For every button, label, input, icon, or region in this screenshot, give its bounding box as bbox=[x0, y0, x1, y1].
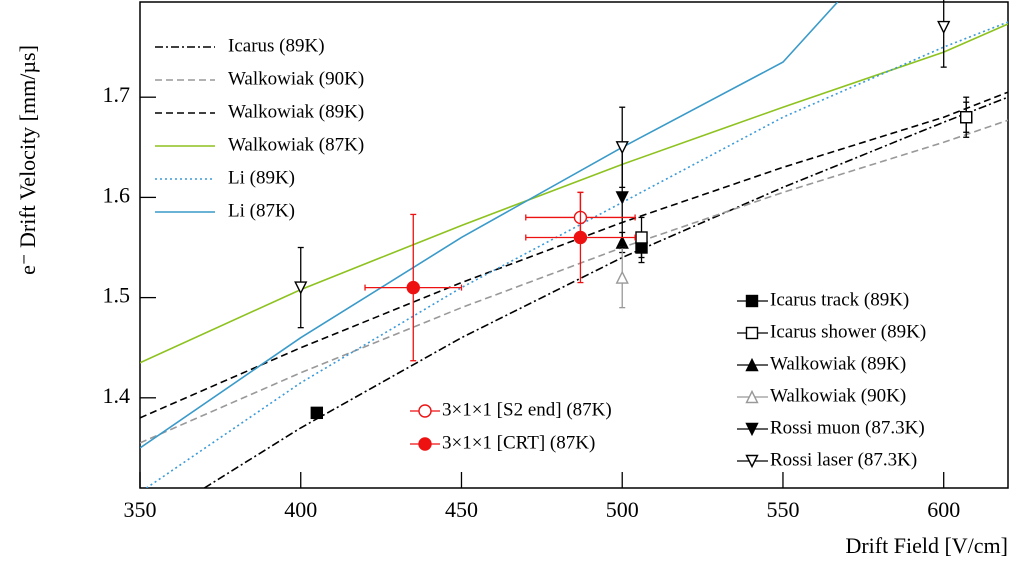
legend-label: Li (89K) bbox=[228, 167, 295, 188]
marker bbox=[745, 454, 759, 469]
curve bbox=[203, 96, 1008, 488]
legend-label: Walkowiak (89K) bbox=[228, 101, 364, 122]
x-tick-label: 350 bbox=[124, 497, 157, 522]
marker bbox=[745, 422, 759, 437]
marker bbox=[294, 281, 308, 295]
y-tick-label: 1.6 bbox=[103, 182, 131, 207]
legend-label: Walkowiak (87K) bbox=[228, 134, 364, 155]
marker bbox=[310, 406, 324, 420]
marker bbox=[406, 280, 420, 295]
marker bbox=[960, 111, 973, 124]
x-tick-label: 550 bbox=[766, 497, 799, 522]
legend-label: Rossi laser (87.3K) bbox=[770, 449, 917, 470]
marker bbox=[573, 230, 588, 245]
legend-label: 3×1×1 [S2 end] (87K) bbox=[442, 399, 612, 420]
marker bbox=[937, 20, 951, 35]
legend-label: Icarus track (89K) bbox=[770, 289, 909, 310]
legend-label: Icarus shower (89K) bbox=[770, 321, 926, 342]
marker bbox=[745, 389, 759, 404]
y-tick-label: 1.7 bbox=[103, 82, 131, 107]
legend-label: Walkowiak (90K) bbox=[770, 385, 906, 406]
curve bbox=[140, 2, 839, 449]
plot-frame bbox=[139, 1, 1009, 489]
marker bbox=[745, 326, 759, 340]
x-tick-label: 500 bbox=[606, 497, 639, 522]
marker bbox=[745, 294, 759, 308]
y-tick-label: 1.5 bbox=[103, 283, 131, 308]
legend-label: Walkowiak (89K) bbox=[770, 353, 906, 374]
marker bbox=[745, 357, 759, 372]
legend-label: 3×1×1 [CRT] (87K) bbox=[442, 432, 595, 453]
marker bbox=[615, 191, 629, 205]
legend-label: Rossi muon (87.3K) bbox=[770, 417, 925, 438]
y-axis-label: e⁻ Drift Velocity [mm/µs] bbox=[15, 45, 40, 275]
marker bbox=[615, 270, 629, 284]
legend-label: Walkowiak (90K) bbox=[228, 68, 364, 89]
x-axis-label: Drift Field [V/cm] bbox=[845, 533, 1008, 558]
marker bbox=[635, 231, 648, 244]
marker bbox=[615, 141, 629, 155]
x-tick-label: 450 bbox=[445, 497, 478, 522]
y-tick-label: 1.4 bbox=[103, 383, 131, 408]
marker bbox=[418, 404, 432, 418]
x-tick-label: 400 bbox=[284, 497, 317, 522]
legend-label: Li (87K) bbox=[228, 200, 295, 221]
x-tick-label: 600 bbox=[927, 497, 960, 522]
marker bbox=[418, 437, 432, 451]
legend-label: Icarus (89K) bbox=[228, 35, 325, 56]
